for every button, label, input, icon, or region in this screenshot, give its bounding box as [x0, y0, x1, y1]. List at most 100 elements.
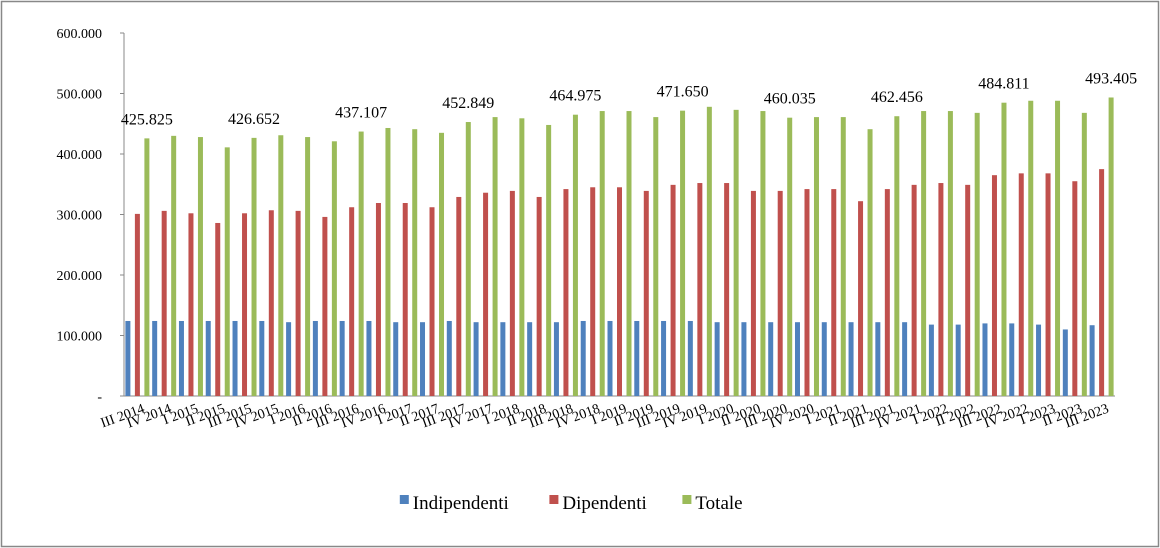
bar	[580, 320, 586, 396]
bar	[429, 207, 435, 396]
bar	[232, 320, 238, 396]
bar	[643, 190, 649, 396]
bar	[456, 196, 462, 396]
bar	[787, 117, 793, 396]
bar	[385, 127, 391, 397]
bar	[375, 203, 381, 396]
bar	[599, 111, 605, 397]
bar	[991, 175, 997, 396]
y-tick-label: 500.000	[57, 88, 103, 103]
bar	[278, 135, 284, 396]
bar	[259, 320, 265, 396]
bar	[867, 129, 873, 396]
bar	[546, 124, 552, 397]
data-label: 493.405	[1085, 70, 1137, 87]
bar	[794, 322, 800, 396]
bar	[339, 320, 345, 396]
bar	[687, 320, 693, 396]
bar	[1009, 323, 1015, 396]
y-tick-label: 300.000	[57, 209, 103, 224]
bar	[358, 131, 364, 396]
bar	[813, 117, 819, 396]
bar	[563, 189, 569, 396]
bar	[1089, 325, 1095, 396]
bar	[465, 122, 471, 396]
y-tick-label: -	[97, 390, 102, 405]
bar	[974, 112, 980, 397]
bar	[134, 213, 140, 396]
bar	[439, 132, 445, 396]
bar	[224, 147, 230, 396]
bar	[402, 203, 408, 396]
bar	[680, 110, 686, 397]
bar	[144, 138, 150, 397]
bar	[626, 111, 632, 397]
data-label: 464.975	[549, 88, 601, 105]
bar	[1081, 112, 1087, 397]
data-label: 484.811	[978, 76, 1029, 93]
bar	[733, 109, 739, 397]
bar	[286, 322, 292, 396]
bar	[349, 207, 355, 396]
data-label: 452.849	[442, 95, 494, 112]
bar	[500, 322, 506, 396]
bar	[366, 320, 372, 396]
bar	[921, 111, 927, 397]
bar	[884, 189, 890, 396]
bar	[152, 320, 158, 396]
bar	[188, 213, 194, 396]
bar	[831, 189, 837, 396]
bar	[821, 322, 827, 396]
bar	[634, 320, 640, 396]
bar	[1018, 173, 1024, 396]
bar	[197, 137, 203, 396]
bar	[242, 213, 248, 396]
bar	[590, 187, 596, 396]
bar	[412, 129, 418, 396]
bar	[714, 322, 720, 396]
data-label: 462.456	[871, 89, 923, 106]
bar	[171, 135, 177, 396]
legend-label: Dipendenti	[562, 493, 646, 514]
bar	[322, 216, 328, 396]
data-label: 460.035	[764, 91, 816, 108]
bar	[741, 322, 747, 396]
bar	[536, 196, 542, 396]
bar	[750, 190, 756, 396]
bar	[706, 106, 712, 396]
bar	[331, 141, 337, 396]
bar	[251, 137, 257, 396]
bar	[1055, 100, 1061, 396]
bar	[393, 322, 399, 396]
bar	[858, 201, 864, 396]
bar	[617, 187, 622, 396]
bar	[902, 322, 908, 396]
legend-swatch	[549, 495, 559, 504]
bar	[661, 320, 667, 396]
bar	[697, 183, 703, 396]
bar	[777, 190, 783, 396]
bar	[894, 116, 900, 397]
bar	[312, 320, 318, 396]
bar	[804, 189, 810, 396]
bar	[724, 183, 730, 396]
y-tick-label: 600.000	[57, 27, 103, 42]
bar	[1045, 173, 1051, 396]
bar	[268, 210, 274, 396]
bar	[1099, 169, 1105, 396]
bar	[305, 137, 311, 396]
y-tick-label: 400.000	[57, 148, 103, 163]
legend-swatch	[399, 495, 409, 504]
bar	[955, 324, 961, 396]
bar	[947, 111, 953, 397]
bar	[519, 118, 525, 397]
bar	[446, 320, 452, 396]
legend-label: Indipendenti	[413, 493, 509, 514]
bar	[848, 322, 854, 396]
bar	[161, 210, 167, 396]
y-tick-label: 100.000	[57, 330, 103, 345]
bar	[1062, 329, 1068, 396]
bar	[492, 117, 498, 396]
bar	[875, 322, 881, 396]
